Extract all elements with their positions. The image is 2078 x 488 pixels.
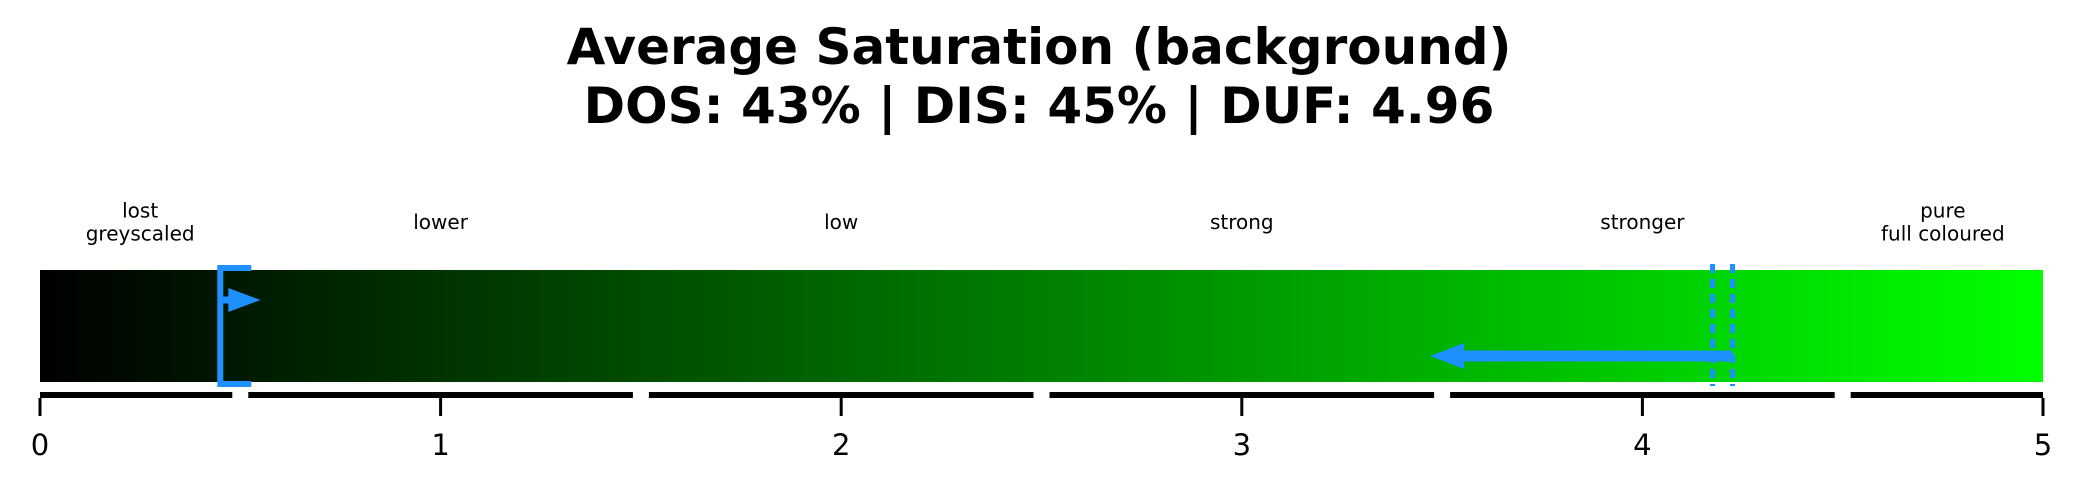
segment-label: lower <box>413 210 468 234</box>
segment-label: low <box>824 210 858 234</box>
chart-title: Average Saturation (background) <box>566 18 1512 76</box>
segment-label-line: strong <box>1210 210 1274 234</box>
segment-label-line: lost <box>122 199 158 223</box>
bracket-arrow-head <box>228 288 261 312</box>
segment-label: strong <box>1210 210 1274 234</box>
x-tick-label: 2 <box>832 428 850 462</box>
segment-label-line: lower <box>413 210 468 234</box>
x-tick-label: 1 <box>431 428 449 462</box>
segment-label: pure full coloured <box>1881 199 2005 246</box>
segment-label: stronger <box>1600 210 1685 234</box>
gradient-bar <box>40 270 2043 382</box>
segment-label-line: stronger <box>1600 210 1685 234</box>
segment-label-line: full coloured <box>1881 222 2005 246</box>
long-arrow-head <box>1430 343 1465 369</box>
segment-label-line: greyscaled <box>86 222 195 246</box>
x-tick-label: 3 <box>1233 428 1251 462</box>
x-tick-label: 0 <box>31 428 49 462</box>
segment-label-line: low <box>824 210 858 234</box>
segment-label: lost greyscaled <box>86 199 195 246</box>
x-tick-label: 5 <box>2034 428 2052 462</box>
chart-subtitle: DOS: 43% | DIS: 45% | DUF: 4.96 <box>583 77 1495 135</box>
x-tick-label: 4 <box>1633 428 1651 462</box>
bracket-marker <box>217 265 252 387</box>
segment-label-line: pure <box>1920 199 1965 223</box>
chart-title-block: Average Saturation (background) DOS: 43%… <box>0 18 2078 136</box>
